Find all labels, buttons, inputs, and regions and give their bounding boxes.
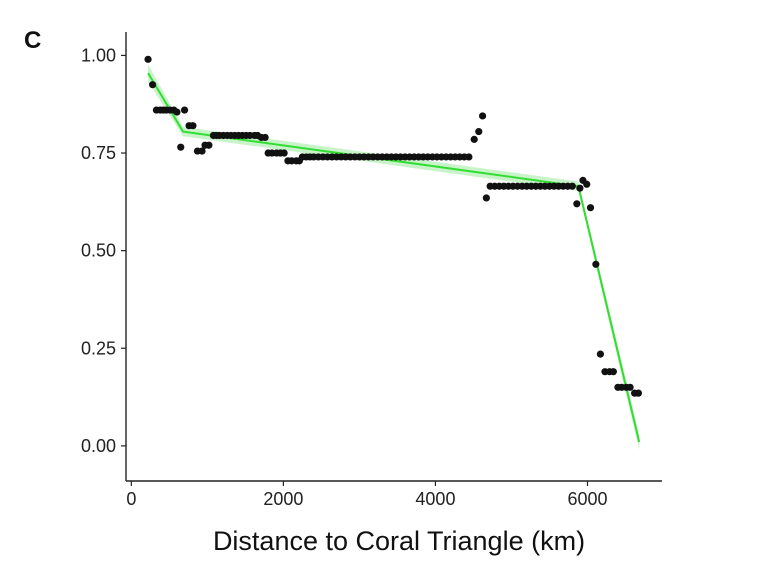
data-point xyxy=(173,108,181,116)
data-point xyxy=(465,153,473,161)
fit-line-layer xyxy=(147,72,641,443)
y-tick-label: 0.25 xyxy=(81,338,116,358)
data-point xyxy=(261,133,269,142)
data-point xyxy=(280,149,288,157)
data-point xyxy=(478,112,487,120)
data-point xyxy=(177,143,185,151)
data-point xyxy=(634,389,643,397)
data-point xyxy=(149,81,157,89)
fit-line xyxy=(147,72,641,443)
y-tick-label: 0.50 xyxy=(81,241,116,261)
data-points-layer xyxy=(144,55,643,397)
data-point xyxy=(626,383,634,391)
x-tick-label: 6000 xyxy=(567,489,607,509)
y-tick-label: 0.75 xyxy=(81,143,116,163)
x-axis-ticks: 0 2000 4000 6000 xyxy=(126,481,608,509)
data-point xyxy=(144,55,152,63)
data-point xyxy=(205,141,213,149)
confidence-band xyxy=(148,64,640,450)
y-tick-label: 0.00 xyxy=(81,436,116,456)
x-tick-label: 4000 xyxy=(415,489,455,509)
axes-layer xyxy=(125,32,662,482)
data-point xyxy=(586,204,595,212)
y-tick-label: 1.00 xyxy=(81,45,116,65)
data-point xyxy=(180,106,189,114)
data-point xyxy=(573,200,581,208)
data-point xyxy=(470,135,478,143)
confidence-band-layer xyxy=(148,64,640,450)
data-point xyxy=(198,147,206,155)
data-point xyxy=(609,368,617,376)
data-point xyxy=(189,122,197,130)
data-point xyxy=(568,182,576,190)
x-tick-label: 2000 xyxy=(263,489,303,509)
data-point xyxy=(596,350,605,358)
data-point xyxy=(576,184,584,192)
panel-label: C xyxy=(24,27,42,54)
y-axis-ticks: 0.00 0.25 0.50 0.75 1.00 xyxy=(81,45,126,456)
data-point xyxy=(475,127,483,136)
data-point xyxy=(482,194,490,202)
x-tick-label: 0 xyxy=(126,489,136,509)
x-axis-title: Distance to Coral Triangle (km) xyxy=(213,526,585,556)
data-point xyxy=(583,180,591,188)
data-point xyxy=(592,260,600,268)
